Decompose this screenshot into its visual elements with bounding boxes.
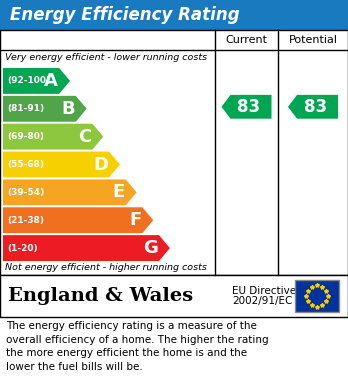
Text: Not energy efficient - higher running costs: Not energy efficient - higher running co… [5,264,207,273]
Polygon shape [3,179,136,205]
Bar [295,280,339,312]
Polygon shape [288,95,338,119]
Text: G: G [143,239,158,257]
Text: 83: 83 [237,98,260,116]
Text: A: A [44,72,58,90]
Text: 83: 83 [304,98,327,116]
Polygon shape [3,235,170,261]
Polygon shape [3,152,120,178]
Text: Energy Efficiency Rating: Energy Efficiency Rating [10,6,240,24]
Text: (1-20): (1-20) [7,244,38,253]
Text: Potential: Potential [288,35,338,45]
Text: (55-68): (55-68) [7,160,44,169]
Polygon shape [221,95,271,119]
Text: D: D [93,156,108,174]
Polygon shape [3,207,153,233]
Polygon shape [3,96,87,122]
Text: Current: Current [226,35,268,45]
Text: England & Wales: England & Wales [8,287,193,305]
Polygon shape [3,124,103,150]
Text: 2002/91/EC: 2002/91/EC [232,296,292,306]
Bar [0,30,348,275]
Text: Very energy efficient - lower running costs: Very energy efficient - lower running co… [5,54,207,63]
Text: F: F [129,211,141,229]
Text: C: C [78,127,92,145]
Text: (39-54): (39-54) [7,188,44,197]
Polygon shape [3,68,70,94]
Bar [0,275,348,317]
Text: The energy efficiency rating is a measure of the
overall efficiency of a home. T: The energy efficiency rating is a measur… [6,321,269,372]
Text: (69-80): (69-80) [7,132,44,141]
Text: B: B [61,100,75,118]
Text: (21-38): (21-38) [7,216,44,225]
Text: (81-91): (81-91) [7,104,44,113]
Text: E: E [112,183,125,201]
Text: (92-100): (92-100) [7,76,50,85]
Bar [0,0,348,30]
Text: EU Directive: EU Directive [232,286,296,296]
